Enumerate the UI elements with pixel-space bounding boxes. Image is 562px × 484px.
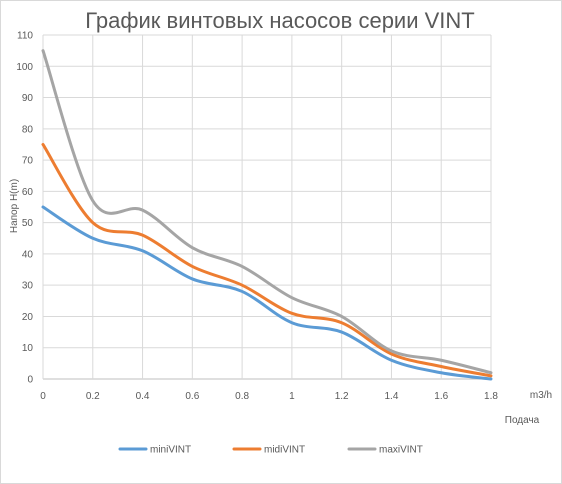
- legend-label: maxiVINT: [379, 445, 423, 456]
- y-axis-title: Напор H(m): [9, 179, 20, 233]
- x-axis-title: Подача: [505, 415, 540, 426]
- x-axis-tick-labels: 0 0.2 0.4 0.6 0.8 1 1.2 1.4 1.6 1.8: [40, 391, 498, 402]
- y-tick-label: 20: [22, 312, 34, 323]
- x-tick-label: 1.4: [384, 391, 398, 402]
- x-tick-label: 0.6: [185, 391, 199, 402]
- y-tick-label: 110: [17, 31, 33, 42]
- y-tick-label: 80: [22, 124, 34, 135]
- x-axis-unit: m3/h: [530, 390, 552, 401]
- series-lines: [41, 49, 493, 381]
- y-tick-label: 10: [22, 343, 34, 354]
- y-axis-tick-labels: 0 10 20 30 40 50 60 70 80 90 100 110: [16, 31, 33, 386]
- chart-title: График винтовых насосов серии VINT: [85, 8, 475, 33]
- x-tick-label: 1.2: [335, 391, 349, 402]
- series-line-miniVINT: [41, 205, 493, 381]
- x-tick-label: 1.6: [434, 391, 448, 402]
- x-tick-label: 0.4: [136, 391, 150, 402]
- legend-label: midiVINT: [264, 445, 305, 456]
- gridlines: [42, 34, 492, 380]
- y-tick-label: 100: [16, 62, 33, 73]
- y-tick-label: 60: [22, 187, 34, 198]
- x-tick-label: 0: [40, 391, 46, 402]
- y-tick-label: 30: [22, 281, 34, 292]
- series-line-maxiVINT: [41, 49, 493, 375]
- legend: miniVINT midiVINT maxiVINT: [118, 445, 423, 456]
- legend-label: miniVINT: [150, 445, 191, 456]
- y-tick-label: 70: [22, 156, 34, 167]
- x-tick-label: 1.8: [484, 391, 498, 402]
- y-tick-label: 50: [22, 218, 34, 229]
- series-line-midiVINT: [41, 142, 493, 378]
- x-tick-label: 0.2: [86, 391, 100, 402]
- y-tick-label: 90: [22, 93, 34, 104]
- y-tick-label: 0: [27, 375, 33, 386]
- y-tick-label: 40: [22, 249, 34, 260]
- x-tick-label: 0.8: [235, 391, 249, 402]
- x-tick-label: 1: [289, 391, 295, 402]
